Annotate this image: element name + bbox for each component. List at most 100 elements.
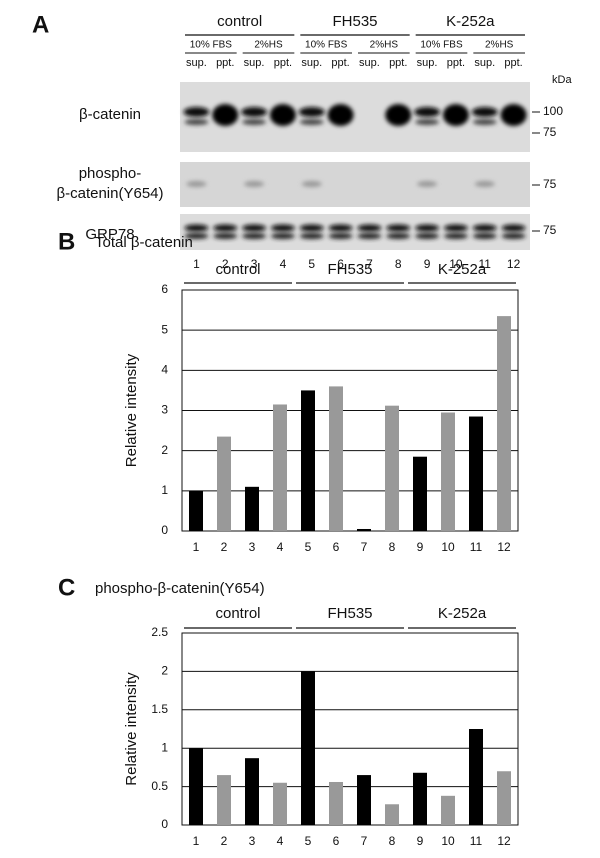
band [415,119,440,125]
x-tick-label: 4 [277,540,284,554]
y-tick-label: 6 [161,282,168,296]
lane-label: 4 [280,257,287,271]
band [270,224,295,232]
marker-label: 75 [543,223,557,237]
row-label: β-catenin [79,106,141,123]
panel-label: A [32,11,49,38]
band [244,181,265,187]
marker-label: 100 [543,104,563,118]
y-tick-label: 0 [161,817,168,831]
lane-label: 3 [251,257,258,271]
band [299,233,324,239]
x-tick-label: 5 [305,540,312,554]
band [328,233,353,239]
y-tick-label: 5 [161,322,168,336]
plot-frame [181,632,519,826]
x-tick-label: 2 [221,834,228,848]
x-tick-label: 12 [497,834,511,848]
chart-title: Total β-catenin [95,234,193,251]
fraction-label: ppt. [331,57,349,69]
y-tick-label: 1 [161,740,168,754]
unit-label: kDa [552,74,572,86]
y-tick-label: 4 [161,363,168,377]
condition-label: 10% FBS [190,40,233,51]
band [472,233,497,239]
bar [413,772,427,825]
band [414,107,441,117]
x-tick-label: 3 [249,540,256,554]
y-axis-label: Relative intensity [123,672,140,786]
bar [441,795,455,825]
row-label: GRP78 [85,226,134,243]
band [213,224,238,232]
bar [245,758,259,825]
lane-label: 10 [449,257,463,271]
x-tick-label: 9 [417,834,424,848]
x-tick-label: 6 [333,834,340,848]
fraction-label: sup. [359,57,380,69]
x-tick-label: 12 [497,540,511,554]
bar [497,771,511,825]
x-tick-label: 7 [361,540,368,554]
x-tick-label: 3 [249,834,256,848]
row-label: phospho- [79,165,142,182]
x-tick-label: 4 [277,834,284,848]
lane-label: 7 [366,257,373,271]
band [472,224,497,232]
fraction-label: sup. [417,57,438,69]
band [357,233,382,239]
band [242,233,267,239]
panel-label: B [58,228,75,255]
band [357,224,382,232]
band [415,233,440,239]
fraction-label: sup. [244,57,265,69]
fraction-label: sup. [301,57,322,69]
band [270,233,295,239]
condition-label: 10% FBS [420,40,463,51]
bar [217,775,231,825]
bar [273,404,287,531]
plot-frame [181,289,519,532]
fraction-label: ppt. [389,57,407,69]
blot [180,162,530,207]
bar [329,386,343,531]
band [472,119,497,125]
y-tick-label: 2 [161,443,168,457]
x-tick-label: 8 [389,540,396,554]
band [385,104,412,126]
marker-label: 75 [543,177,557,191]
x-tick-label: 6 [333,540,340,554]
band [443,224,468,232]
bar [301,671,315,825]
band [327,104,354,126]
panel-label: C [58,574,75,601]
band [299,119,324,125]
lane-label: 12 [507,257,521,271]
blot [180,214,530,250]
bar [329,781,343,825]
chart-title: phospho-β-catenin(Y654) [95,580,265,597]
condition-label: 2%HS [370,40,399,51]
x-tick-label: 11 [470,834,483,848]
bar [189,490,203,531]
band [386,224,411,232]
band [474,181,495,187]
x-tick-label: 2 [221,540,228,554]
fraction-label: ppt. [504,57,522,69]
band [184,119,209,125]
bar [441,412,455,531]
x-tick-label: 10 [441,540,455,554]
band [186,181,207,187]
band [301,181,322,187]
band [269,104,296,126]
group-label: control [217,13,262,30]
group-label: K-252a [446,13,495,30]
y-tick-label: 0.5 [151,779,168,793]
bar [497,316,511,531]
y-tick-label: 3 [161,403,168,417]
band [386,233,411,239]
bar [469,416,483,531]
band [417,181,438,187]
lane-label: 6 [337,257,344,271]
